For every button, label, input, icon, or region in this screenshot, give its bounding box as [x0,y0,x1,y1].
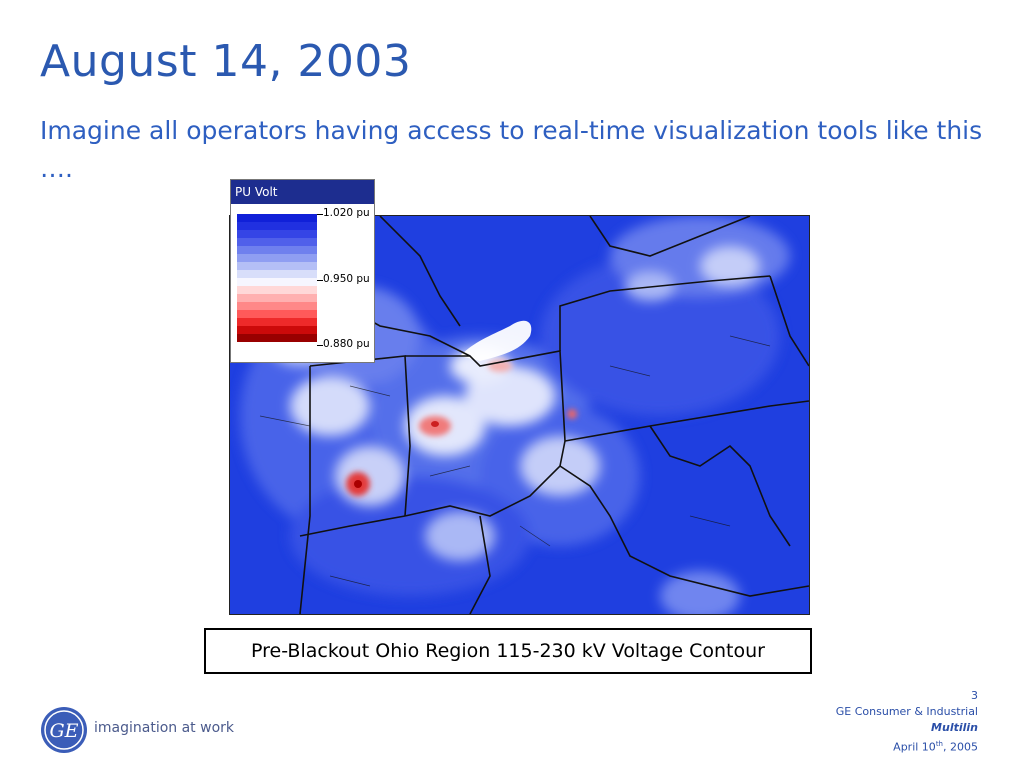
legend-label-high: 1.020 pu [323,207,370,219]
legend-color-step [237,238,317,246]
legend-tick-top [317,214,323,215]
voltage-legend: PU Volt 1.020 pu 0.950 pu 0.880 pu [230,179,375,363]
ge-logo-text: GE [49,720,78,742]
legend-color-step [237,310,317,318]
legend-color-step [237,222,317,230]
legend-color-step [237,286,317,294]
division-name: GE Consumer & Industrial [835,705,978,718]
legend-color-step [237,262,317,270]
slide-subtitle: Imagine all operators having access to r… [40,116,983,183]
legend-color-step [237,326,317,334]
slide-footer: 3 GE Consumer & Industrial Multilin Apri… [836,688,978,756]
legend-color-step [237,230,317,238]
legend-title: PU Volt [231,180,374,204]
legend-tick-bottom [317,345,323,346]
legend-color-step [237,214,317,222]
footer-date: April 10th, 2005 [893,740,978,754]
legend-label-low: 0.880 pu [323,338,370,350]
legend-color-step [237,278,317,286]
brand-name: Multilin [931,721,978,734]
map-caption: Pre-Blackout Ohio Region 115-230 kV Volt… [204,628,812,674]
legend-color-step [237,334,317,342]
slide-title: August 14, 2003 [40,36,412,87]
legend-color-step [237,254,317,262]
ge-logo-icon: GE [41,707,87,753]
legend-label-mid: 0.950 pu [323,273,370,285]
page-number: 3 [971,689,978,702]
legend-tick-mid [317,280,323,281]
legend-color-scale [237,214,317,524]
tagline: imagination at work [94,720,234,736]
legend-color-step [237,294,317,302]
legend-color-step [237,246,317,254]
legend-color-step [237,302,317,310]
legend-color-step [237,318,317,326]
legend-color-step [237,270,317,278]
